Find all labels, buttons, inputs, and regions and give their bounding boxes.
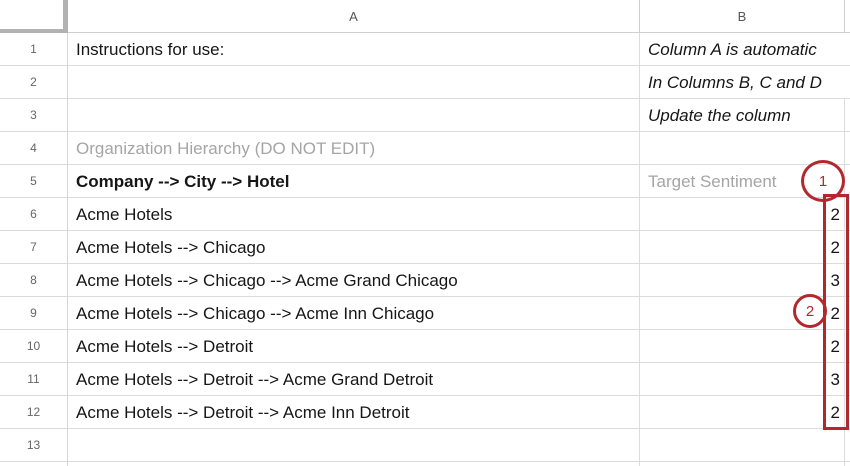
cell-b3[interactable]: Update the column <box>640 99 845 132</box>
column-header-b[interactable]: B <box>640 0 845 33</box>
row-header-14-partial[interactable] <box>0 462 68 466</box>
cell-c9[interactable] <box>845 297 850 330</box>
cell-a3[interactable] <box>68 99 640 132</box>
row-header-12[interactable]: 12 <box>0 396 68 429</box>
row-header-10[interactable]: 10 <box>0 330 68 363</box>
cell-b7[interactable]: 2 <box>640 231 845 264</box>
sheet-row-3: 3 Update the column <box>0 99 850 132</box>
cell-c5[interactable] <box>845 165 850 198</box>
cell-b4[interactable] <box>640 132 845 165</box>
cell-b6[interactable]: 2 <box>640 198 845 231</box>
row-header-1[interactable]: 1 <box>0 33 68 66</box>
sheet-row-14-partial <box>0 462 850 466</box>
cell-c14-partial[interactable] <box>845 462 850 466</box>
cell-a6[interactable]: Acme Hotels <box>68 198 640 231</box>
cell-b9[interactable]: 2 <box>640 297 845 330</box>
cell-c10[interactable] <box>845 330 850 363</box>
sheet-row-4: 4 Organization Hierarchy (DO NOT EDIT) <box>0 132 850 165</box>
column-header-c-sliver[interactable] <box>845 0 850 33</box>
callout-2-label: 2 <box>805 302 815 320</box>
sheet-row-6: 6 Acme Hotels 2 <box>0 198 850 231</box>
cell-c13[interactable] <box>845 429 850 462</box>
cell-a8[interactable]: Acme Hotels --> Chicago --> Acme Grand C… <box>68 264 640 297</box>
column-header-a[interactable]: A <box>68 0 640 33</box>
row-header-7[interactable]: 7 <box>0 231 68 264</box>
sheet-row-1: 1 Instructions for use: Column A is auto… <box>0 33 850 66</box>
cell-b10[interactable]: 2 <box>640 330 845 363</box>
cell-c12[interactable] <box>845 396 850 429</box>
cell-a10[interactable]: Acme Hotels --> Detroit <box>68 330 640 363</box>
row-header-3[interactable]: 3 <box>0 99 68 132</box>
cell-a12[interactable]: Acme Hotels --> Detroit --> Acme Inn Det… <box>68 396 640 429</box>
sheet-row-11: 11 Acme Hotels --> Detroit --> Acme Gran… <box>0 363 850 396</box>
row-header-13[interactable]: 13 <box>0 429 68 462</box>
select-all-corner[interactable] <box>0 0 68 33</box>
cell-a2[interactable] <box>68 66 640 99</box>
cell-a11[interactable]: Acme Hotels --> Detroit --> Acme Grand D… <box>68 363 640 396</box>
row-header-11[interactable]: 11 <box>0 363 68 396</box>
row-header-6[interactable]: 6 <box>0 198 68 231</box>
cell-c3[interactable] <box>845 99 850 132</box>
cell-b8[interactable]: 3 <box>640 264 845 297</box>
cell-a1[interactable]: Instructions for use: <box>68 33 640 66</box>
column-header-row: A B <box>0 0 850 33</box>
cell-b11[interactable]: 3 <box>640 363 845 396</box>
cell-c1[interactable] <box>845 33 850 66</box>
callout-circle-1: 1 <box>801 160 845 202</box>
row-header-5[interactable]: 5 <box>0 165 68 198</box>
cell-a14-partial[interactable] <box>68 462 640 466</box>
sheet-row-8: 8 Acme Hotels --> Chicago --> Acme Grand… <box>0 264 850 297</box>
cell-a4[interactable]: Organization Hierarchy (DO NOT EDIT) <box>68 132 640 165</box>
sheet-row-5: 5 Company --> City --> Hotel Target Sent… <box>0 165 850 198</box>
cell-a9[interactable]: Acme Hotels --> Chicago --> Acme Inn Chi… <box>68 297 640 330</box>
sheet-row-10: 10 Acme Hotels --> Detroit 2 <box>0 330 850 363</box>
row-header-4[interactable]: 4 <box>0 132 68 165</box>
cell-b14-partial[interactable] <box>640 462 845 466</box>
sheet-row-2: 2 In Columns B, C and D <box>0 66 850 99</box>
callout-circle-2: 2 <box>793 294 827 328</box>
sheet-row-9: 9 Acme Hotels --> Chicago --> Acme Inn C… <box>0 297 850 330</box>
row-header-2[interactable]: 2 <box>0 66 68 99</box>
row-header-8[interactable]: 8 <box>0 264 68 297</box>
sheet-row-7: 7 Acme Hotels --> Chicago 2 <box>0 231 850 264</box>
cell-c7[interactable] <box>845 231 850 264</box>
cell-c8[interactable] <box>845 264 850 297</box>
sheet-row-13: 13 <box>0 429 850 462</box>
callout-1-label: 1 <box>818 172 828 190</box>
cell-a13[interactable] <box>68 429 640 462</box>
cell-c2[interactable] <box>845 66 850 99</box>
cell-c6[interactable] <box>845 198 850 231</box>
row-header-9[interactable]: 9 <box>0 297 68 330</box>
cell-a5[interactable]: Company --> City --> Hotel <box>68 165 640 198</box>
cell-b2[interactable]: In Columns B, C and D <box>640 66 845 99</box>
cell-c11[interactable] <box>845 363 850 396</box>
cell-c4[interactable] <box>845 132 850 165</box>
cell-b12[interactable]: 2 <box>640 396 845 429</box>
sheet-row-12: 12 Acme Hotels --> Detroit --> Acme Inn … <box>0 396 850 429</box>
cell-b13[interactable] <box>640 429 845 462</box>
cell-a7[interactable]: Acme Hotels --> Chicago <box>68 231 640 264</box>
cell-b1[interactable]: Column A is automatic <box>640 33 845 66</box>
